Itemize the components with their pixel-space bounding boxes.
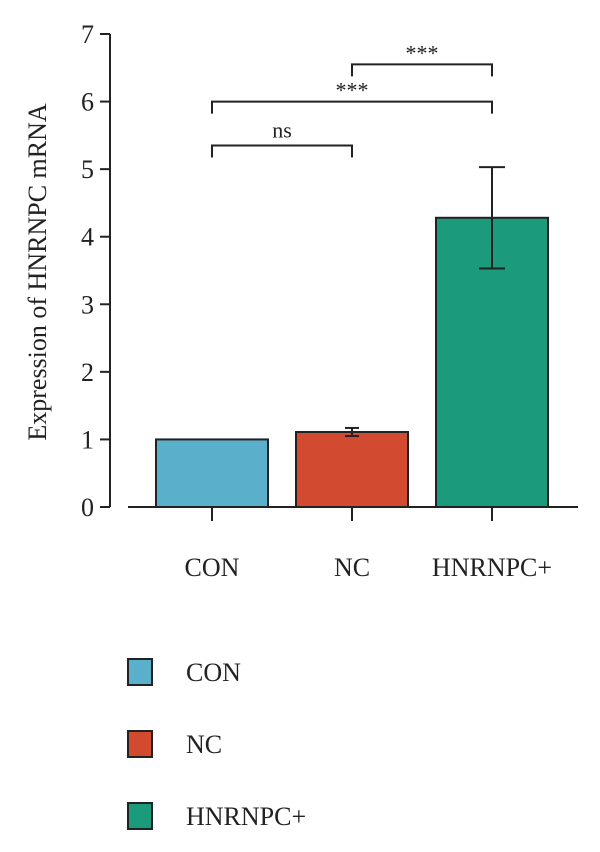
y-tick-label: 1 [81, 425, 94, 454]
significance-brackets: ns *** *** [211, 40, 493, 158]
y-tick-label: 0 [81, 493, 94, 522]
y-tick-label: 2 [81, 358, 94, 387]
x-axis: CON NC HNRNPC+ [128, 506, 578, 582]
significance-bracket [211, 100, 493, 114]
legend-label: NC [186, 730, 222, 759]
legend-label: CON [186, 658, 241, 687]
y-tick-label: 3 [81, 290, 94, 319]
x-tick-label: NC [334, 553, 370, 582]
significance-bracket [351, 63, 493, 77]
legend: CON NC HNRNPC+ [127, 658, 306, 831]
x-tick-label: HNRNPC+ [432, 553, 552, 582]
bars [155, 166, 549, 509]
legend-label: HNRNPC+ [186, 802, 306, 831]
y-tick-label: 6 [81, 88, 94, 117]
legend-swatch-con [127, 658, 153, 686]
significance-label: *** [336, 78, 369, 103]
y-axis-label: Expression of HNRNPC mRNA [23, 103, 52, 441]
y-tick-label: 4 [81, 223, 94, 252]
bar-con [155, 438, 269, 508]
significance-label: ns [272, 117, 292, 142]
y-axis: 0 1 2 3 4 5 6 7 [81, 20, 111, 522]
y-tick-label: 7 [81, 20, 94, 49]
x-tick-label: CON [185, 553, 240, 582]
bar-nc [295, 430, 409, 509]
legend-swatch-nc [127, 730, 153, 758]
significance-label: *** [406, 40, 439, 65]
significance-bracket [211, 144, 353, 158]
y-tick-label: 5 [81, 155, 94, 184]
legend-swatch-hnrnpc [127, 802, 153, 830]
